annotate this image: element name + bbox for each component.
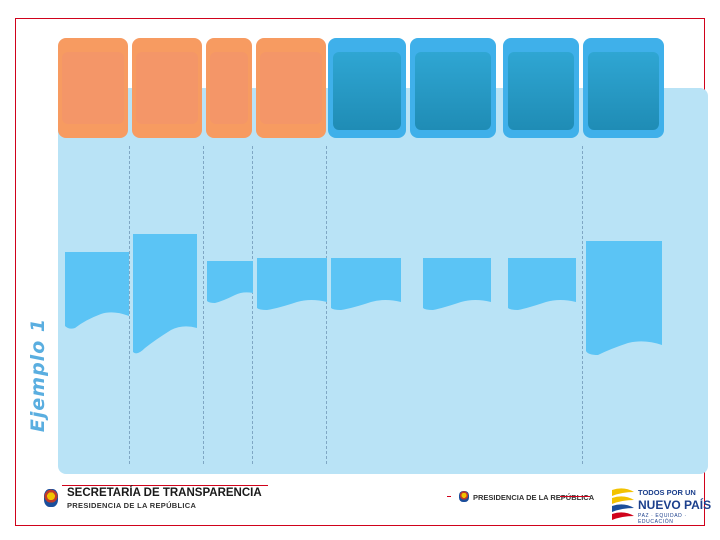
column-header-1 [58, 38, 128, 138]
note-shape-5 [331, 258, 401, 310]
column-header-8 [583, 38, 664, 138]
note-shape-3 [207, 261, 253, 303]
column-header-4 [256, 38, 326, 138]
note-shape-8 [586, 241, 662, 355]
secretaria-title: SECRETARÍA DE TRANSPARENCIA [67, 487, 262, 499]
note-shape-6 [423, 258, 491, 310]
column-header-6 [410, 38, 496, 138]
column-header-2 [132, 38, 202, 138]
note-shape-2 [133, 234, 197, 354]
brand-tagline-main: NUEVO PAÍS [638, 498, 712, 512]
presidencia-rule-left [447, 496, 451, 497]
column-divider [326, 146, 327, 464]
column-divider [252, 146, 253, 464]
column-header-3 [206, 38, 252, 138]
note-shape-4 [257, 258, 327, 310]
colombia-seal-icon [44, 489, 58, 507]
secretaria-rule [62, 485, 268, 486]
column-header-7 [503, 38, 579, 138]
brand-tagline-sub: PAZ · EQUIDAD · EDUCACIÓN [638, 513, 687, 525]
column-divider [129, 146, 130, 464]
nuevo-pais-logo-icon [612, 488, 634, 520]
brand-tagline-top: TODOS POR UN [638, 488, 696, 497]
presidencia-label: PRESIDENCIA DE LA REPÚBLICA [473, 493, 595, 502]
note-shape-7 [508, 258, 576, 310]
slide-side-title: Ejemplo 1 [27, 317, 49, 433]
secretaria-subtitle: PRESIDENCIA DE LA REPÚBLICA [67, 501, 197, 510]
presidencia-rule-right [560, 496, 590, 497]
column-divider [582, 146, 583, 464]
column-divider [203, 146, 204, 464]
note-shape-1 [65, 252, 129, 329]
presidencia-seal-icon [459, 491, 469, 502]
slide-footer: SECRETARÍA DE TRANSPARENCIA PRESIDENCIA … [0, 476, 720, 540]
column-header-5 [328, 38, 406, 138]
